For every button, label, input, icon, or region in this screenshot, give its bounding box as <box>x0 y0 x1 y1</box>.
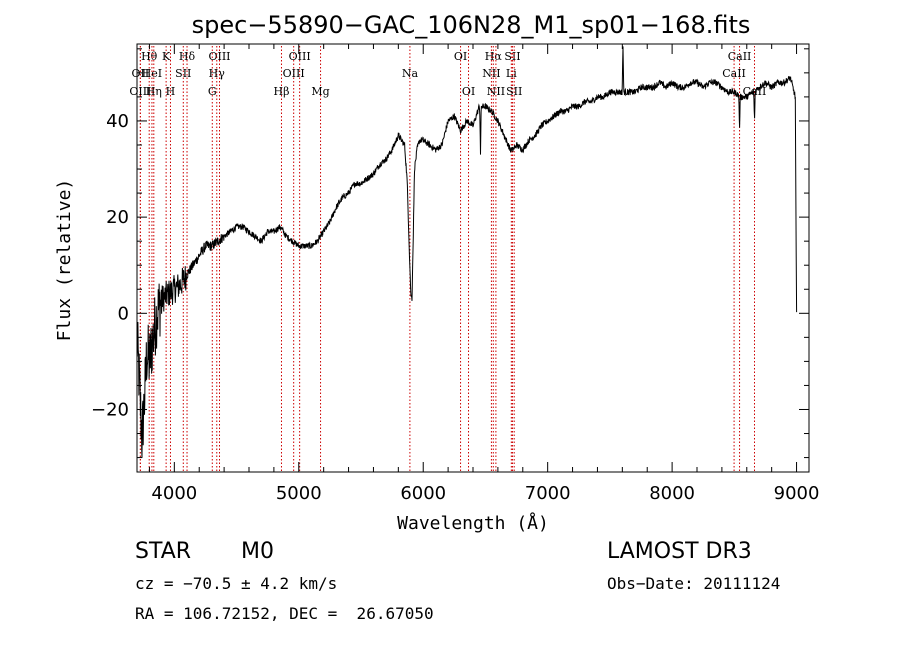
y-axis-label: Flux (relative) <box>54 179 75 342</box>
line-marker-label: HeI <box>142 67 162 80</box>
x-tick-label: 8000 <box>649 483 695 504</box>
line-marker-label: OI <box>454 50 467 63</box>
y-tick-label: −20 <box>91 399 129 420</box>
x-axis-label: Wavelength (Å) <box>397 512 549 534</box>
line-marker-label: SII <box>506 85 522 98</box>
line-marker-label: Hγ <box>209 67 226 80</box>
plot-frame <box>136 43 810 473</box>
x-tick-label: 5000 <box>276 483 322 504</box>
line-marker-label: NII <box>487 85 505 98</box>
observation-date: Obs−Date: 20111124 <box>607 574 781 593</box>
line-marker-label: SII <box>175 67 191 80</box>
object-class: STAR <box>135 539 192 564</box>
line-marker-label: OII <box>132 67 150 80</box>
line-marker-label: Hθ <box>141 50 158 63</box>
line-marker-label: OIII <box>208 50 230 63</box>
line-marker-label: Hα <box>485 50 503 63</box>
line-marker-label: SII <box>504 50 520 63</box>
survey-name: LAMOST DR3 <box>607 539 752 564</box>
line-marker-label: NII <box>482 67 500 80</box>
redshift-velocity: cz = −70.5 ± 4.2 km/s <box>135 574 338 593</box>
line-marker-label: Mg <box>311 85 329 98</box>
line-marker-label: OI <box>462 85 475 98</box>
y-tick-label: 0 <box>118 303 129 324</box>
subclass: M0 <box>241 539 274 564</box>
axes: 4000 5000 6000 7000 8000 9000 −20 0 20 40 <box>91 44 819 504</box>
coordinates: RA = 106.72152, DEC = 26.67050 <box>135 604 434 623</box>
line-marker-label: K <box>162 50 171 63</box>
line-marker-label: Hη <box>146 85 162 98</box>
line-marker-label: H <box>166 85 176 98</box>
x-tick-label: 6000 <box>400 483 446 504</box>
line-marker-label: OIII <box>289 50 311 63</box>
y-tick-label: 20 <box>106 207 129 228</box>
x-tick-label: 4000 <box>151 483 197 504</box>
line-marker-label: Hβ <box>274 85 290 98</box>
spectrum-trace <box>136 46 798 458</box>
line-marker-label: Li <box>506 67 517 80</box>
line-marker-label: CaII <box>722 67 746 80</box>
chart-title: spec−55890−GAC_106N28_M1_sp01−168.fits <box>192 11 751 39</box>
spectrum-line <box>136 46 798 458</box>
line-marker-label: OIII <box>129 85 151 98</box>
line-marker-label: CaII <box>728 50 752 63</box>
x-tick-label: 9000 <box>774 483 820 504</box>
line-marker-label: G <box>208 85 217 98</box>
line-marker-label: OIII <box>283 67 305 80</box>
line-marker-label: Hδ <box>179 50 196 63</box>
x-tick-label: 7000 <box>525 483 571 504</box>
line-marker-label: Na <box>402 67 419 80</box>
y-tick-label: 40 <box>106 111 129 132</box>
